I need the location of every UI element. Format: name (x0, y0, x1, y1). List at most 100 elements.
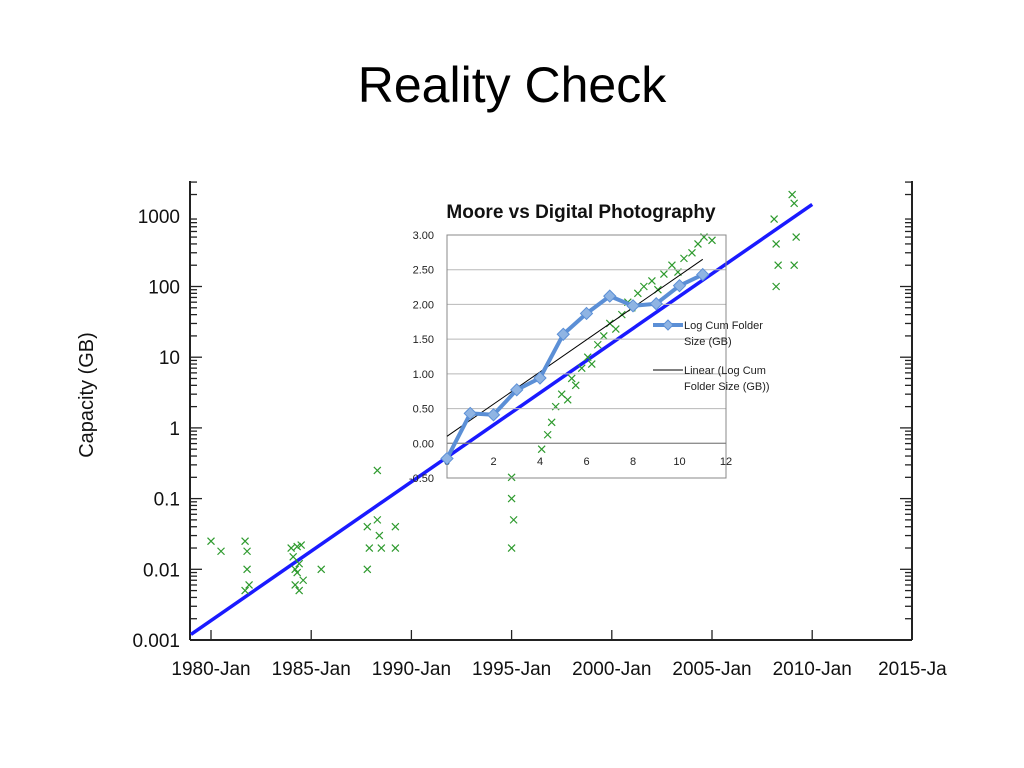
inset-y-tick-label: 2.00 (413, 299, 434, 311)
data-point-x-marker (774, 261, 783, 270)
inset-x-tick-label: 8 (630, 456, 636, 468)
data-point-x-marker (770, 215, 779, 223)
inset-x-tick-label: 4 (537, 456, 543, 468)
data-point-x-marker (363, 565, 372, 574)
data-point-x-marker (543, 430, 552, 439)
inset-x-tick-label: 2 (490, 456, 496, 468)
data-point-x-marker (207, 537, 215, 546)
data-point-x-marker (667, 261, 676, 270)
inset-data-point-diamond (626, 299, 640, 313)
data-point-x-marker (547, 418, 556, 427)
data-point-x-marker (217, 547, 225, 556)
data-point-x-marker (291, 581, 300, 589)
data-point-x-marker (647, 276, 656, 285)
legend-label-series: Log Cum Folder Size (GB) (684, 320, 763, 348)
legend-label-trendline: Linear (Log Cum Folder Size (GB)) (684, 365, 770, 393)
y-tick-label: 100 (148, 278, 180, 299)
data-point-x-marker (593, 340, 602, 349)
data-point-x-marker (611, 325, 620, 333)
data-point-x-marker (289, 552, 298, 561)
data-point-x-marker (639, 282, 648, 291)
data-point-x-marker (375, 531, 384, 540)
inset-data-point-diamond (510, 383, 524, 397)
inset-y-tick-label: 3.00 (413, 230, 434, 242)
data-point-x-marker (509, 515, 518, 524)
data-point-x-marker (363, 522, 372, 531)
inset-legend: Log Cum Folder Size (GB) Linear (Log Cum Fo… (653, 319, 770, 393)
inset-y-tick-label: 1.50 (413, 334, 434, 346)
data-point-x-marker (577, 364, 586, 373)
data-point-x-marker (243, 547, 251, 556)
inset-data-point-diamond (463, 406, 477, 421)
data-point-x-marker (694, 240, 702, 248)
data-point-x-marker (391, 522, 400, 531)
y-tick-label: 0.01 (143, 560, 180, 581)
data-point-x-marker (790, 199, 799, 208)
legend-series-marker (662, 319, 674, 331)
data-point-x-marker (772, 282, 781, 291)
y-axis-label: Capacity (GB) (76, 332, 98, 458)
data-point-x-marker (599, 331, 608, 340)
data-point-x-marker (245, 581, 254, 589)
data-point-x-marker (633, 289, 642, 298)
inset-x-tick-label: 6 (583, 456, 589, 468)
data-point-x-marker (583, 353, 592, 362)
data-point-x-marker (373, 466, 382, 475)
data-point-x-marker (243, 565, 251, 574)
data-point-x-marker (287, 544, 296, 552)
y-tick-label: 10 (159, 348, 180, 369)
data-point-x-marker (571, 381, 580, 390)
data-point-x-marker (293, 568, 302, 577)
inset-plot-border (446, 234, 727, 479)
x-tick-label: 1990-Jan (372, 659, 451, 680)
data-point-x-marker (507, 473, 516, 482)
inset-linear-trendline (446, 258, 704, 437)
data-point-x-marker (295, 586, 304, 595)
data-point-x-marker (788, 190, 797, 199)
data-point-x-marker (297, 541, 306, 550)
inset-data-point-diamond (696, 267, 710, 282)
data-point-x-marker (792, 233, 801, 242)
data-point-x-marker (563, 395, 572, 404)
data-point-x-marker (507, 494, 516, 503)
x-tick-label: 2010-Jan (773, 659, 852, 680)
inset-y-tick-label: 2.50 (413, 265, 434, 277)
data-point-x-marker (299, 576, 308, 585)
data-point-x-marker (567, 374, 576, 383)
x-tick-label: 1995-Jan (472, 659, 551, 680)
y-tick-label: 0.1 (154, 490, 180, 511)
data-point-x-marker (772, 240, 781, 248)
data-point-x-marker (373, 515, 382, 524)
inset-data-point-diamond (672, 278, 687, 293)
data-point-x-marker (241, 537, 249, 546)
inset-y-tick-label: 0.00 (413, 438, 434, 450)
data-point-x-marker (241, 586, 249, 595)
y-tick-label: 1 (169, 419, 180, 440)
data-point-x-marker (708, 236, 716, 245)
data-point-x-marker (507, 544, 516, 552)
data-point-x-marker (587, 360, 596, 368)
inset-data-point-diamond (486, 408, 501, 422)
data-point-x-marker (317, 565, 326, 574)
x-tick-label: 1980-Jan (171, 659, 250, 680)
data-point-x-marker (790, 261, 799, 270)
inset-data-point-diamond (579, 306, 594, 321)
x-tick-label: 2000-Jan (572, 659, 651, 680)
data-point-x-marker (680, 254, 688, 263)
y-tick-label: 1000 (138, 207, 180, 228)
data-point-x-marker (295, 559, 304, 568)
slide-title: Reality Check (357, 57, 667, 113)
inset-x-tick-label: 10 (673, 456, 685, 468)
inset-y-tick-label: 1.00 (413, 369, 434, 381)
data-point-x-marker (391, 544, 400, 552)
inset-y-tick-label: -0.50 (409, 473, 434, 485)
inset-data-point-diamond (533, 371, 547, 385)
moore-trend-line (189, 202, 814, 636)
data-point-x-marker (537, 445, 546, 454)
inset-data-point-diamond (440, 451, 454, 466)
x-tick-label: 2005-Jan (672, 659, 751, 680)
y-tick-label: 0.001 (132, 631, 180, 652)
inset-x-tick-label: 12 (720, 456, 732, 468)
